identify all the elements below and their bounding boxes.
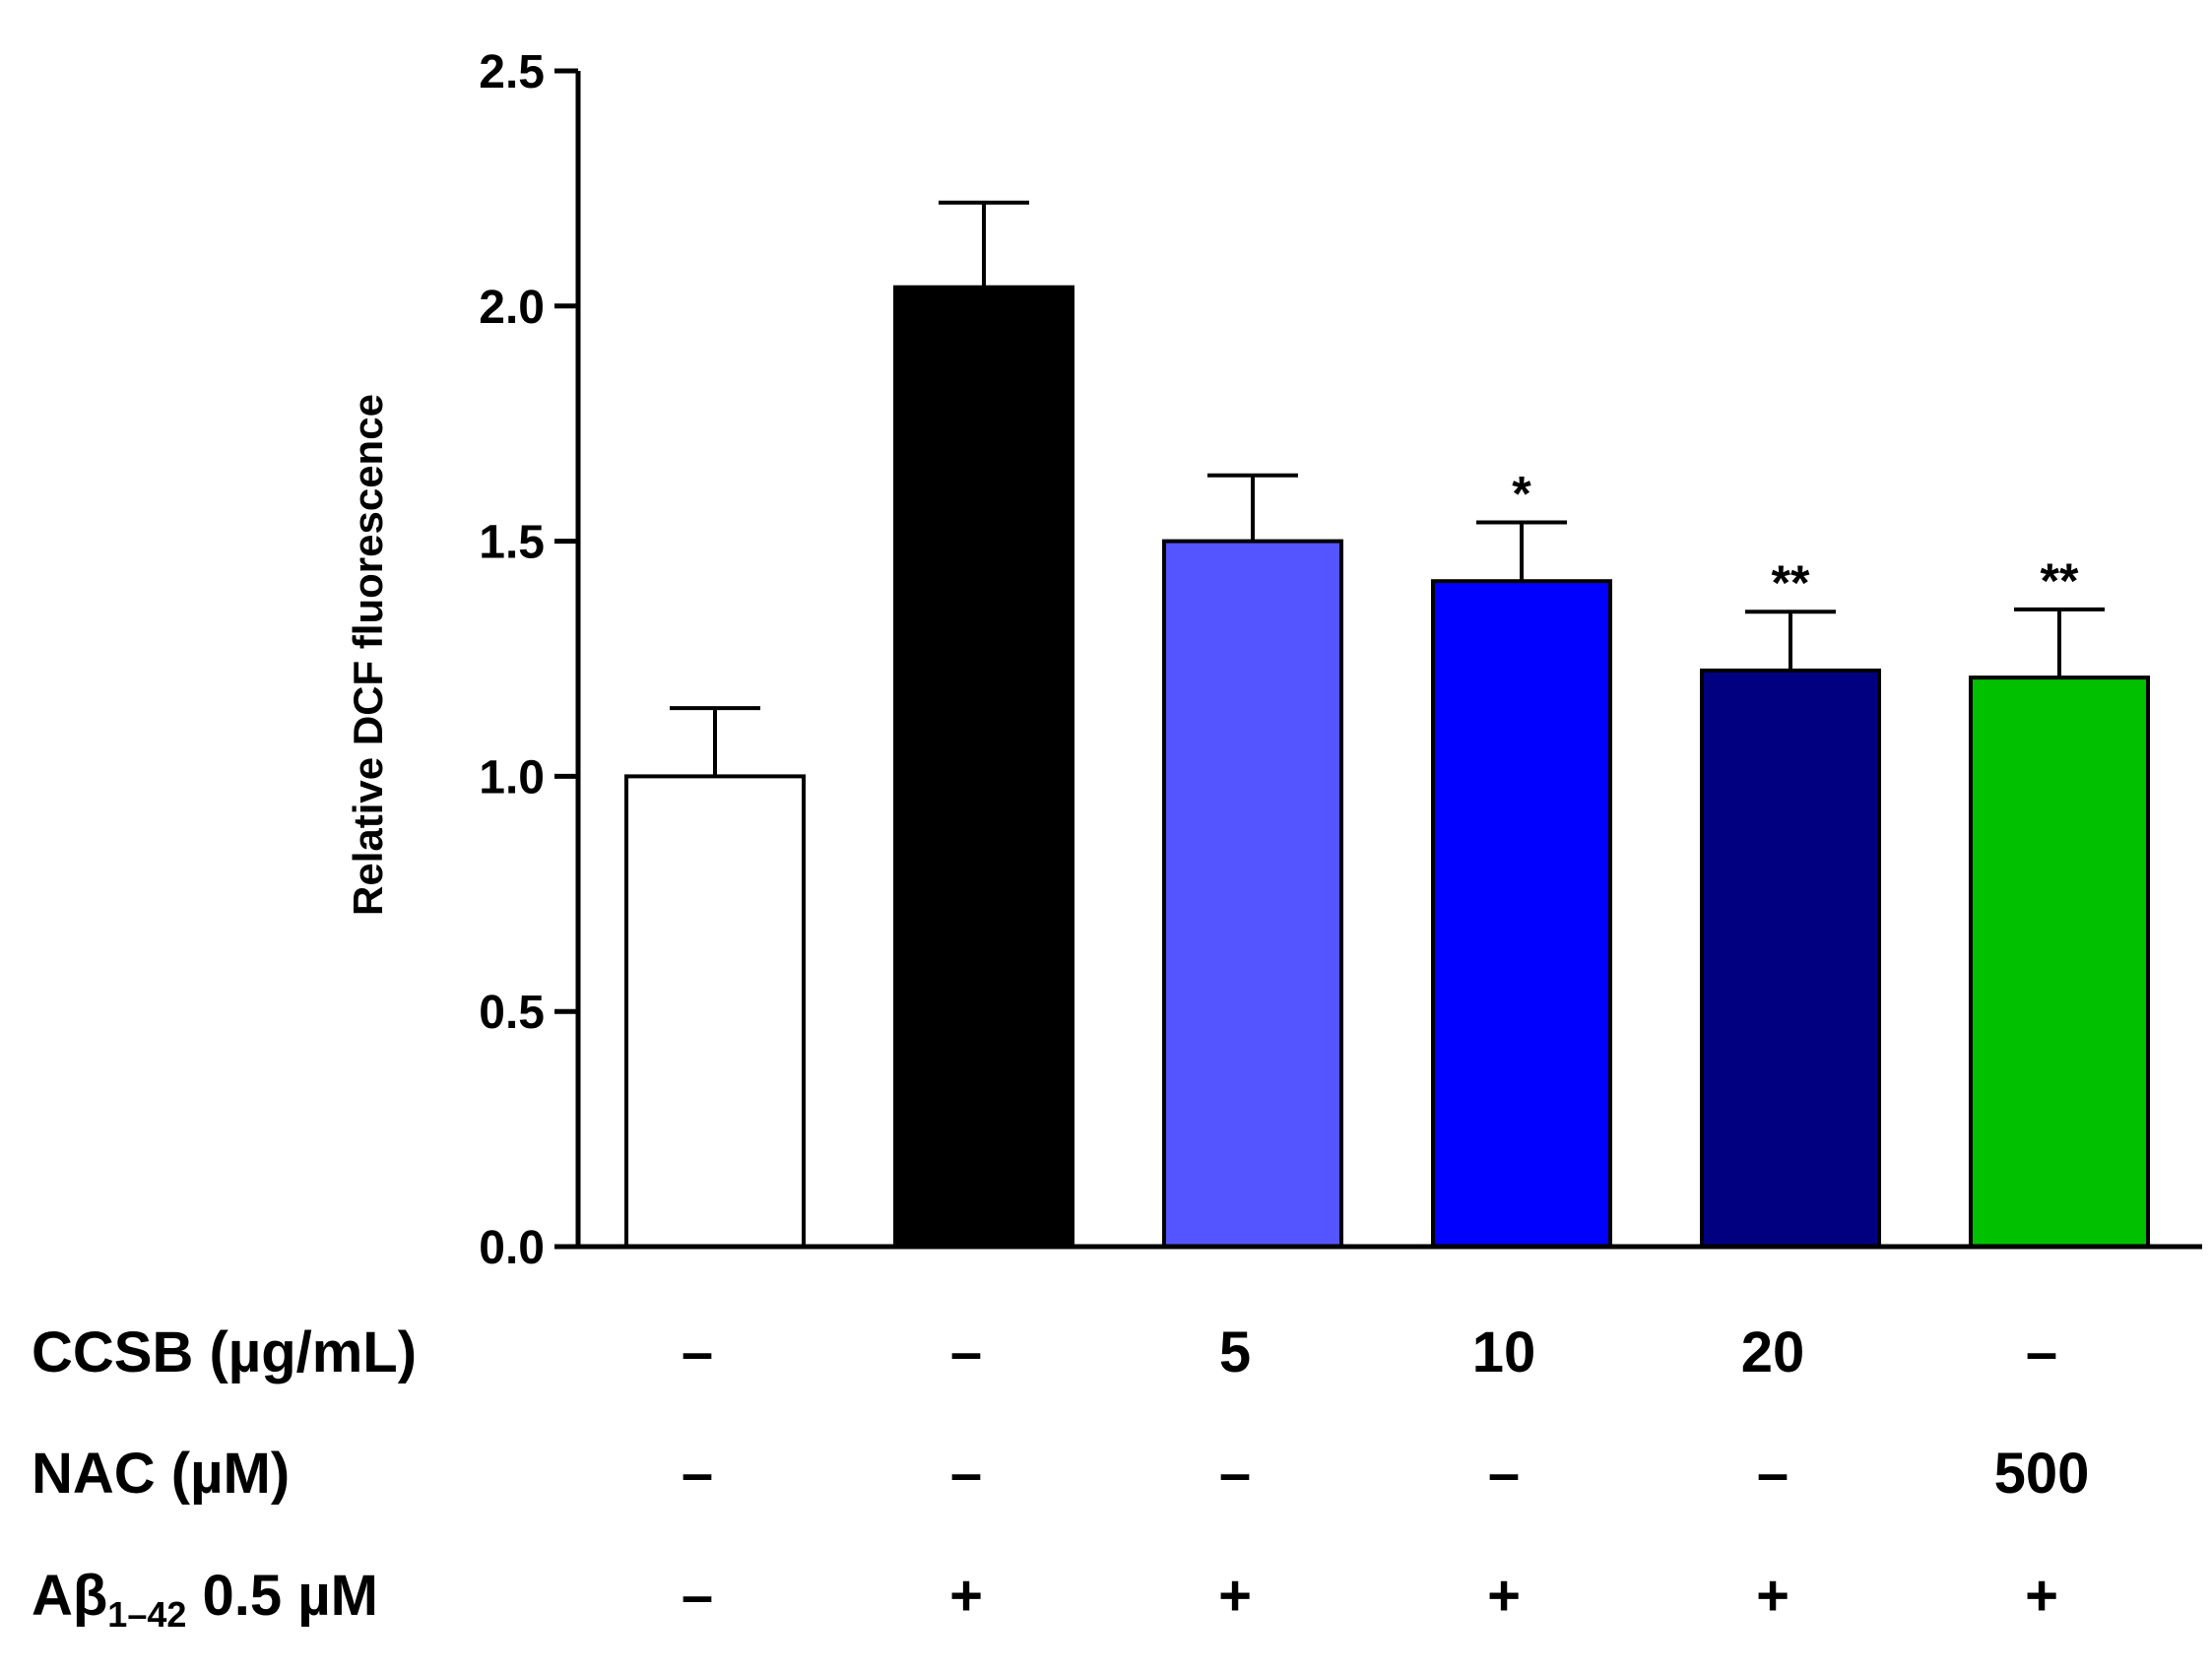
- treatment-cell: –: [682, 1564, 713, 1628]
- plot-area: *** **0.00.51.01.52.02.5: [479, 46, 2202, 1274]
- treatment-cell: –: [1488, 1442, 1520, 1506]
- treatment-cell: +: [1487, 1564, 1521, 1628]
- significance-label: **: [2041, 553, 2079, 609]
- bar: [1431, 579, 1612, 1249]
- treatment-cell: –: [682, 1442, 713, 1506]
- treatment-cell: –: [1219, 1442, 1251, 1506]
- treatment-cell: –: [950, 1442, 982, 1506]
- bar: [1162, 539, 1343, 1249]
- bar: [624, 774, 806, 1250]
- treatment-row-label: CCSB (µg/mL): [32, 1320, 417, 1384]
- treatment-cell: 10: [1472, 1320, 1536, 1384]
- treatment-cell: 20: [1741, 1320, 1805, 1384]
- treatment-cell: +: [1756, 1564, 1789, 1628]
- y-tick-label: 0.0: [479, 1222, 545, 1274]
- significance-label: *: [1512, 466, 1531, 521]
- bar: [893, 285, 1074, 1250]
- treatment-cell: +: [1218, 1564, 1252, 1628]
- significance-label: **: [1772, 555, 1810, 611]
- bar: [1700, 668, 1881, 1249]
- treatment-cell: 5: [1219, 1320, 1251, 1384]
- y-axis-label: Relative DCF fluorescence: [345, 394, 391, 916]
- treatment-cell: +: [2025, 1564, 2058, 1628]
- treatment-cell: –: [2026, 1320, 2057, 1384]
- treatment-row-label: NAC (µM): [32, 1442, 290, 1506]
- treatment-cell: –: [1757, 1442, 1789, 1506]
- y-tick-label: 2.0: [479, 282, 545, 334]
- bar: [1969, 675, 2150, 1249]
- treatment-table: CCSB (µg/mL) – – 5 10 20 – NAC (µM) – – – – – 500 Aβ1–…: [32, 1320, 2089, 1635]
- treatment-cell: –: [950, 1320, 982, 1384]
- treatment-cell: 500: [1994, 1442, 2090, 1506]
- treatment-cell: –: [682, 1320, 713, 1384]
- treatment-row-label: Aβ1–42 0.5 µM: [32, 1564, 378, 1635]
- y-tick-label: 0.5: [479, 987, 545, 1039]
- y-tick-label: 1.0: [479, 751, 545, 804]
- y-tick-label: 1.5: [479, 517, 545, 569]
- y-tick-label: 2.5: [479, 46, 545, 98]
- treatment-cell: +: [949, 1564, 983, 1628]
